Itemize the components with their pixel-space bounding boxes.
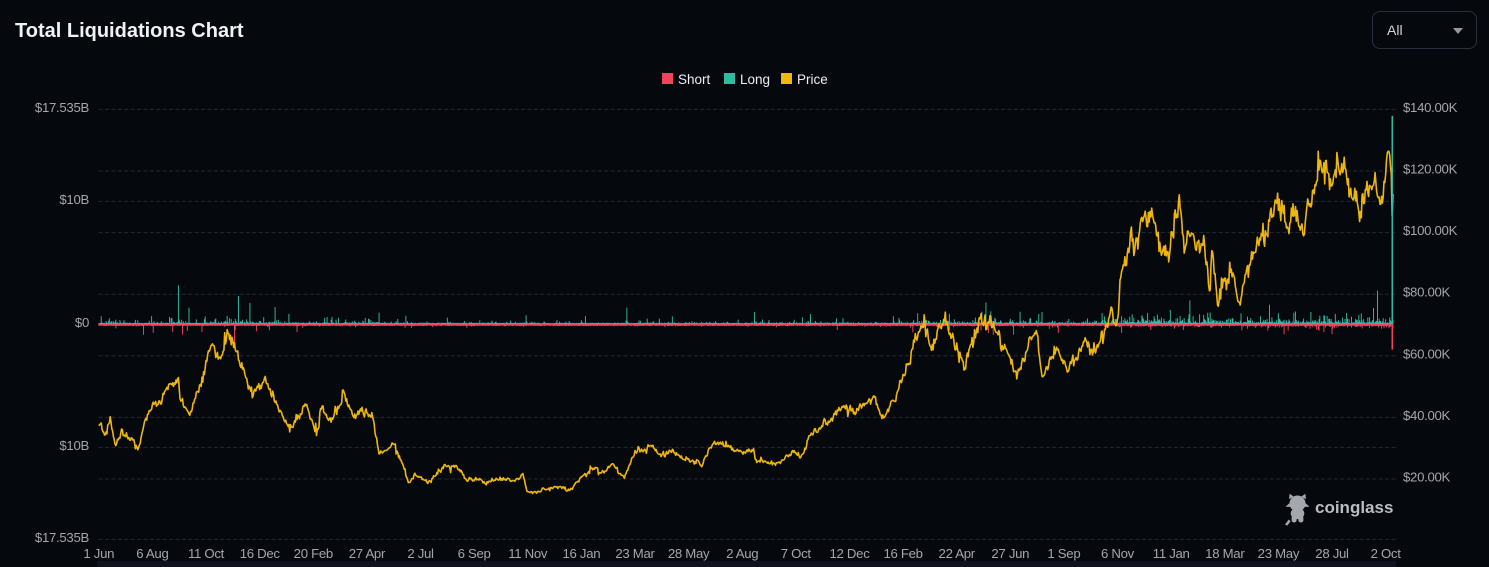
svg-text:16 Jan: 16 Jan	[563, 546, 601, 561]
svg-text:$100.00K: $100.00K	[1403, 223, 1458, 238]
svg-text:$40.00K: $40.00K	[1403, 408, 1451, 423]
svg-text:1 Sep: 1 Sep	[1047, 546, 1080, 561]
svg-text:6 Sep: 6 Sep	[458, 546, 491, 561]
svg-text:$20.00K: $20.00K	[1403, 470, 1451, 485]
svg-text:$140.00K: $140.00K	[1403, 100, 1458, 115]
svg-text:7 Oct: 7 Oct	[781, 546, 812, 561]
svg-text:18 Mar: 18 Mar	[1205, 546, 1245, 561]
svg-text:$10B: $10B	[59, 192, 89, 207]
svg-text:$120.00K: $120.00K	[1403, 162, 1458, 177]
svg-text:16 Dec: 16 Dec	[240, 546, 281, 561]
svg-text:2 Jul: 2 Jul	[407, 546, 434, 561]
svg-text:23 Mar: 23 Mar	[615, 546, 655, 561]
svg-text:22 Apr: 22 Apr	[939, 546, 976, 561]
svg-text:$17.535B: $17.535B	[35, 530, 90, 545]
svg-text:23 May: 23 May	[1258, 546, 1300, 561]
svg-text:28 Jul: 28 Jul	[1315, 546, 1349, 561]
svg-text:6 Nov: 6 Nov	[1101, 546, 1135, 561]
svg-text:$80.00K: $80.00K	[1403, 285, 1451, 300]
svg-text:27 Jun: 27 Jun	[991, 546, 1029, 561]
svg-text:$10B: $10B	[59, 438, 89, 453]
svg-text:11 Jan: 11 Jan	[1153, 546, 1190, 561]
svg-text:11 Oct: 11 Oct	[188, 546, 225, 561]
svg-text:$17.535B: $17.535B	[35, 100, 90, 115]
svg-text:$0: $0	[75, 315, 89, 330]
svg-text:2 Aug: 2 Aug	[726, 546, 758, 561]
svg-text:11 Nov: 11 Nov	[508, 546, 548, 561]
svg-text:6 Aug: 6 Aug	[136, 546, 168, 561]
svg-text:2 Oct: 2 Oct	[1371, 546, 1402, 561]
svg-text:27 Apr: 27 Apr	[349, 546, 386, 561]
svg-text:12 Dec: 12 Dec	[830, 546, 871, 561]
svg-text:28 May: 28 May	[668, 546, 710, 561]
svg-text:1 Jun: 1 Jun	[83, 546, 114, 561]
svg-text:16 Feb: 16 Feb	[883, 546, 922, 561]
svg-text:20 Feb: 20 Feb	[294, 546, 333, 561]
svg-text:$60.00K: $60.00K	[1403, 346, 1451, 361]
